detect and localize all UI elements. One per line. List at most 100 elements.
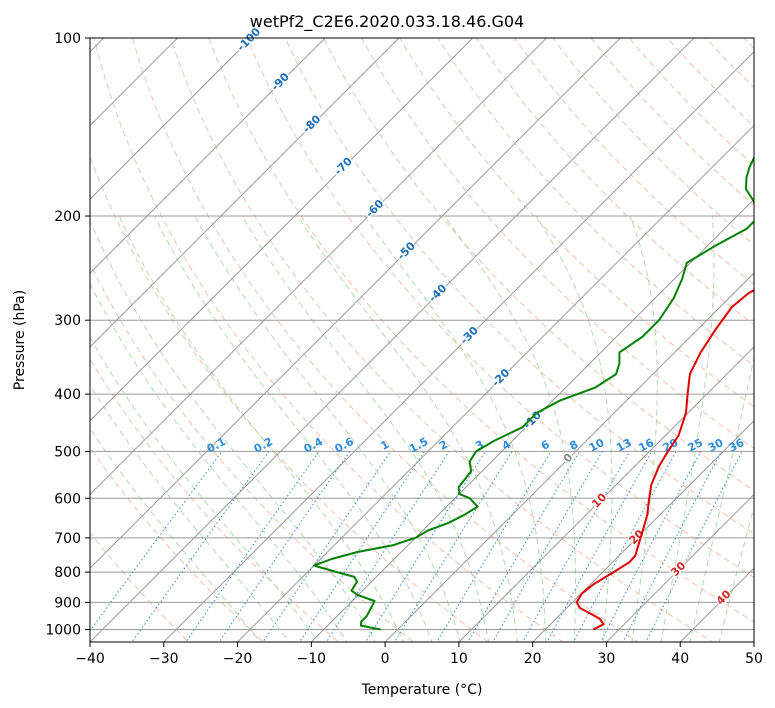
moist-adiabat	[535, 215, 613, 642]
dry-adiabat	[90, 262, 415, 642]
chart-title: wetPf2_C2E6.2020.033.18.46.G04	[250, 12, 524, 32]
mixing-ratio-line	[218, 451, 351, 642]
x-tick-label: −40	[75, 651, 105, 667]
dry-adiabat	[90, 155, 490, 642]
isotherm-line	[458, 346, 754, 642]
isotherm-line	[90, 38, 695, 642]
dry-adiabat	[590, 38, 754, 206]
isotherm-line	[606, 493, 754, 642]
mixing-ratio-label: 16	[636, 436, 656, 455]
dry-adiabat	[131, 38, 639, 642]
mixing-ratio-line	[467, 451, 581, 642]
isotherm-label: -70	[332, 155, 355, 178]
mixing-ratio-label: 25	[685, 436, 705, 455]
moist-adiabat	[90, 219, 376, 642]
isotherm-label: 40	[714, 587, 734, 607]
y-tick-label: 200	[54, 209, 81, 225]
y-tick-label: 100	[54, 31, 81, 47]
dry-adiabat	[322, 38, 754, 492]
moist-adiabat	[90, 336, 319, 642]
mixing-ratio-label: 36	[727, 436, 747, 455]
mixing-ratio-line	[546, 451, 653, 642]
isotherm-label: 10	[589, 490, 609, 510]
isotherm-label: -90	[269, 70, 292, 93]
y-tick-label: 700	[54, 531, 81, 547]
isotherm-line	[532, 419, 754, 642]
mixing-ratio-line	[522, 451, 631, 642]
isotherm-line	[753, 641, 754, 642]
x-tick-label: 10	[450, 651, 468, 667]
dry-adiabat	[666, 38, 754, 128]
mixing-ratio-label: 0.1	[205, 435, 228, 456]
mixing-ratio-label: 30	[706, 436, 726, 455]
temperature-trace	[575, 289, 754, 631]
mixing-ratio-line	[645, 451, 743, 642]
y-axis-title: Pressure (hPa)	[12, 290, 28, 390]
dry-adiabat	[90, 446, 265, 642]
dry-adiabat	[399, 38, 754, 408]
mixing-ratio-label: 0.2	[252, 435, 275, 456]
mixing-ratio-label: 2	[437, 438, 450, 453]
y-tick-label: 1000	[45, 622, 81, 638]
x-tick-label: −20	[223, 651, 253, 667]
dry-adiabat	[93, 38, 564, 642]
mixing-ratio-label: 6	[539, 438, 552, 453]
moist-adiabat	[90, 384, 291, 642]
moist-adiabat	[194, 215, 461, 642]
mixing-ratio-line	[394, 451, 513, 642]
mixing-ratio-label: 3	[473, 438, 486, 453]
dry-adiabat	[755, 11, 775, 654]
mixing-ratio-line	[365, 451, 486, 642]
y-tick-labels: 100 200 300 400 500 600 700 800 900 1000	[45, 31, 81, 638]
y-tick-label: 600	[54, 491, 81, 507]
isotherm-label: -80	[300, 112, 323, 135]
isotherm-line	[163, 51, 754, 642]
isotherm-label: -40	[426, 281, 449, 304]
moist-adiabat	[153, 215, 433, 642]
isotherm-line	[90, 38, 547, 496]
y-tick-label: 500	[54, 444, 81, 460]
x-axis-title: Temperature (°C)	[361, 682, 483, 698]
x-tick-label: 0	[381, 651, 390, 667]
dewpoint-trace	[312, 155, 754, 631]
moist-adiabat	[118, 215, 405, 642]
isotherm-label: 30	[668, 559, 688, 579]
x-tick-label: 30	[598, 651, 616, 667]
y-tick-label: 900	[54, 595, 81, 611]
isotherm-line	[384, 272, 754, 642]
moist-adiabat	[90, 282, 348, 642]
mixing-ratio-line	[436, 451, 552, 642]
dry-adiabat	[475, 38, 754, 326]
y-tick-label: 300	[54, 313, 81, 329]
y-tick-label: 800	[54, 565, 81, 581]
dry-adiabat	[246, 38, 754, 578]
x-tick-label: −10	[297, 651, 327, 667]
moist-adiabat	[443, 215, 576, 642]
mixing-ratio-line	[325, 451, 450, 642]
mixing-ratio-label: 10	[587, 436, 607, 455]
dry-adiabat	[90, 358, 340, 642]
moist-adiabat	[364, 215, 547, 642]
dry-adiabat	[743, 38, 754, 50]
isotherm-label: -30	[458, 324, 481, 347]
isotherm-line	[237, 124, 754, 642]
pressure-tick-marks	[85, 37, 90, 630]
isotherm-label: -20	[489, 366, 512, 389]
isotherm-line	[90, 38, 326, 274]
mixing-ratio-line	[131, 451, 270, 642]
mixing-ratio-label: 4	[500, 438, 513, 453]
dry-adiabat	[170, 38, 714, 642]
mixing-ratio-line	[622, 451, 722, 642]
isotherm-line	[90, 38, 252, 201]
mixing-ratio-label: 8	[567, 438, 580, 453]
x-tick-labels: −40 −30 −20 −10 0 10 20 30 40 50	[75, 651, 763, 667]
dry-adiabat	[513, 38, 754, 286]
dry-adiabat	[208, 38, 754, 623]
background-lines	[90, 11, 775, 654]
isotherm-line	[90, 38, 621, 569]
moist-adiabat	[629, 215, 658, 642]
mixing-ratio-line	[262, 451, 392, 642]
x-tick-label: 40	[671, 651, 689, 667]
mixing-ratio-line	[90, 451, 223, 632]
